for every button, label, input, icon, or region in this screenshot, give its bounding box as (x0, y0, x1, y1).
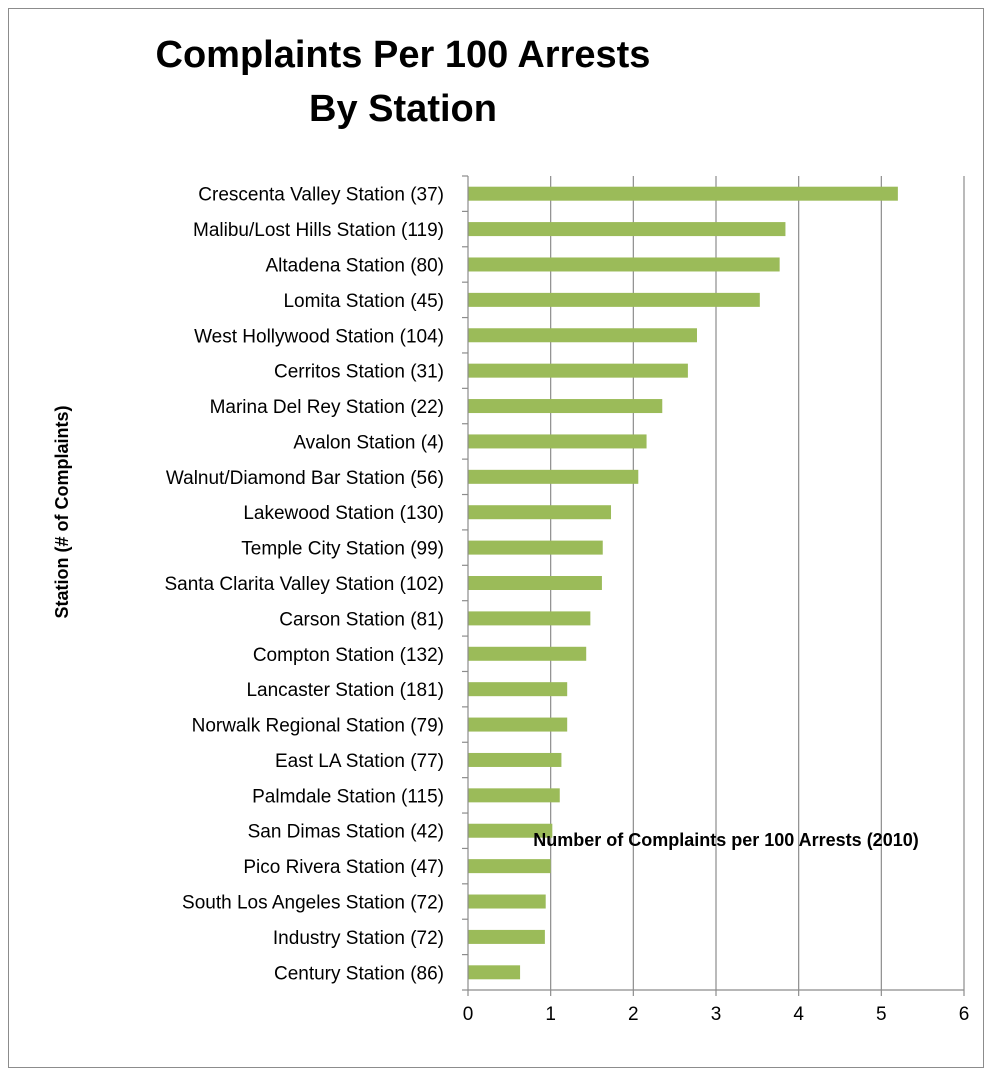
y-tick-label-6: Cerritos Station (31) (274, 362, 444, 383)
bar-17 (468, 752, 562, 767)
chart-title-line-2: By Station (309, 88, 497, 130)
x-tick-label-5: 5 (876, 1004, 887, 1025)
bar-12 (468, 576, 602, 590)
chart-title: Complaints Per 100 Arrests By Station (0, 28, 806, 136)
x-tick-label-4: 4 (793, 1004, 804, 1025)
y-tick-label-14: Compton Station (132) (253, 645, 444, 666)
bar-7 (468, 399, 663, 414)
y-tick-label-22: Industry Station (72) (273, 928, 444, 949)
chart-title-line-1: Complaints Per 100 Arrests (155, 34, 651, 76)
bar-9 (468, 469, 639, 484)
y-tick-label-1: Crescenta Valley Station (37) (198, 185, 444, 206)
bar-10 (468, 505, 612, 520)
y-tick-label-2: Malibu/Lost Hills Station (119) (193, 220, 444, 241)
y-tick-label-3: Altadena Station (80) (265, 255, 444, 276)
bar-19 (468, 823, 553, 838)
axis-lines (462, 175, 965, 996)
x-tick-label-0: 0 (463, 1004, 474, 1025)
bar-2 (468, 222, 786, 237)
bar-6 (468, 363, 688, 378)
bar-14 (468, 646, 587, 661)
bar-8 (468, 434, 647, 449)
bar-23 (468, 965, 521, 980)
x-tick-label-3: 3 (711, 1004, 722, 1025)
bar-5 (468, 328, 697, 343)
x-tick-label-1: 1 (545, 1004, 556, 1025)
x-tick-labels: 0 1 2 3 4 5 6 (463, 1004, 970, 1025)
y-tick-label-10: Lakewood Station (130) (243, 503, 444, 524)
bar-1 (468, 186, 898, 201)
x-axis-title: Number of Complaints per 100 Arrests (20… (533, 830, 918, 850)
gridlines (550, 176, 965, 990)
y-tick-label-5: West Hollywood Station (104) (194, 326, 444, 347)
y-tick-label-11: Temple City Station (99) (241, 539, 444, 560)
y-tick-label-20: Pico Rivera Station (47) (243, 857, 444, 878)
bar-4 (468, 292, 760, 307)
bar-21 (468, 894, 546, 909)
y-tick-label-13: Carson Station (81) (279, 609, 444, 630)
chart-frame (8, 8, 984, 1068)
y-tick-labels: Crescenta Valley Station (37) Malibu/Lost… (164, 185, 444, 985)
y-tick-label-4: Lomita Station (45) (283, 291, 444, 312)
y-tick-label-16: Norwalk Regional Station (79) (192, 716, 444, 737)
y-tick-label-23: Century Station (86) (274, 963, 444, 984)
bars (468, 186, 898, 980)
bar-18 (468, 788, 560, 803)
y-axis-title: Station (# of Complaints) (52, 406, 72, 619)
y-tick-label-7: Marina Del Rey Station (22) (210, 397, 444, 418)
bar-16 (468, 717, 568, 732)
y-tick-label-19: San Dimas Station (42) (248, 822, 444, 843)
bar-13 (468, 611, 591, 626)
bar-11 (468, 540, 603, 555)
y-tick-label-17: East LA Station (77) (275, 751, 444, 772)
x-tick-label-2: 2 (628, 1004, 639, 1025)
y-tick-label-9: Walnut/Diamond Bar Station (56) (166, 468, 444, 489)
y-tick-label-8: Avalon Station (4) (293, 432, 444, 453)
y-tick-label-12: Santa Clarita Valley Station (102) (164, 574, 444, 595)
bar-22 (468, 929, 545, 944)
bar-15 (468, 682, 568, 697)
x-tick-label-6: 6 (959, 1004, 970, 1025)
y-tick-label-15: Lancaster Station (181) (246, 680, 444, 701)
bar-3 (468, 257, 780, 272)
y-tick-label-21: South Los Angeles Station (72) (182, 893, 444, 914)
y-tick-label-18: Palmdale Station (115) (252, 786, 444, 807)
bar-20 (468, 859, 551, 874)
